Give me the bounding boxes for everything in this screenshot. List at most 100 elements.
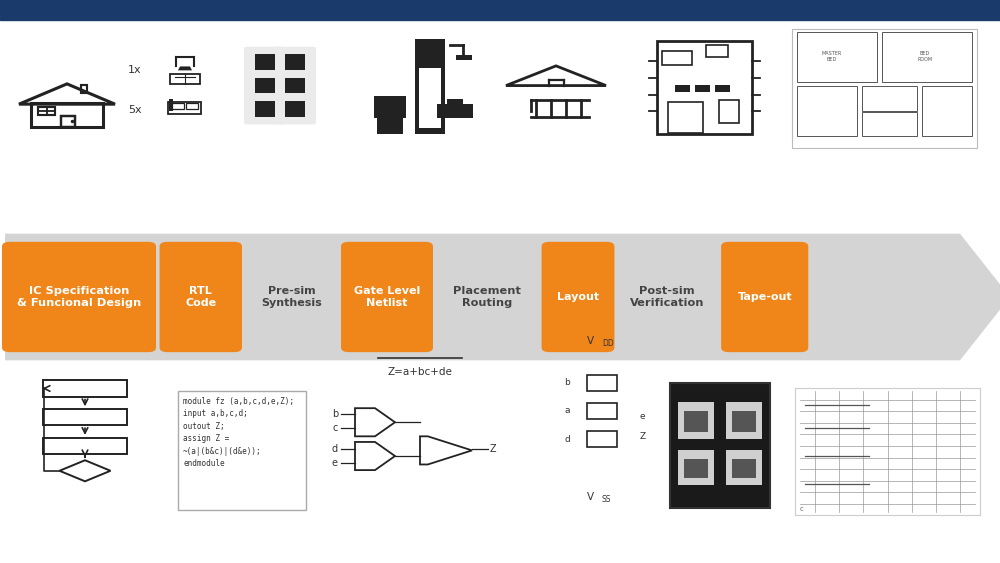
- Text: b: b: [332, 409, 338, 419]
- Text: d: d: [564, 435, 570, 444]
- Bar: [587, 375, 617, 391]
- Bar: [678, 450, 714, 485]
- Bar: [922, 86, 972, 136]
- Bar: [0, 0, 1000, 20]
- Bar: [285, 54, 305, 70]
- Text: Post-sim
Verification: Post-sim Verification: [630, 285, 704, 309]
- Bar: [437, 104, 473, 118]
- Bar: [172, 103, 184, 109]
- Text: Z: Z: [490, 444, 497, 454]
- Bar: [587, 431, 617, 447]
- Text: SS: SS: [602, 495, 612, 504]
- FancyBboxPatch shape: [246, 242, 337, 352]
- Bar: [285, 78, 305, 93]
- Bar: [715, 86, 730, 92]
- Bar: [415, 39, 445, 134]
- Bar: [670, 383, 770, 508]
- Bar: [732, 411, 756, 432]
- FancyBboxPatch shape: [244, 47, 286, 77]
- Bar: [695, 86, 710, 92]
- Bar: [169, 99, 173, 111]
- Bar: [587, 403, 617, 419]
- Bar: [186, 103, 198, 109]
- FancyBboxPatch shape: [274, 94, 316, 124]
- Text: V: V: [586, 491, 594, 502]
- Text: e: e: [332, 458, 338, 468]
- Text: MASTER
BED: MASTER BED: [822, 51, 842, 62]
- Bar: [719, 100, 739, 123]
- Polygon shape: [178, 66, 192, 70]
- Bar: [377, 117, 403, 134]
- Bar: [374, 96, 406, 118]
- Bar: [862, 112, 917, 136]
- Bar: [675, 86, 690, 92]
- FancyBboxPatch shape: [341, 242, 433, 352]
- Text: DD: DD: [602, 339, 614, 348]
- Bar: [657, 41, 752, 134]
- Text: 5x: 5x: [128, 105, 142, 115]
- Bar: [684, 459, 708, 479]
- Text: e: e: [640, 412, 646, 421]
- Text: Placement
Routing: Placement Routing: [453, 285, 521, 309]
- FancyBboxPatch shape: [244, 70, 286, 101]
- FancyBboxPatch shape: [542, 242, 614, 352]
- Text: c: c: [800, 506, 804, 512]
- Bar: [255, 54, 275, 70]
- Bar: [255, 101, 275, 117]
- FancyBboxPatch shape: [2, 242, 156, 352]
- Bar: [726, 450, 762, 485]
- Bar: [732, 459, 756, 479]
- Bar: [797, 32, 877, 82]
- Bar: [662, 51, 692, 65]
- Bar: [38, 107, 55, 115]
- Text: RTL
Code: RTL Code: [185, 285, 216, 309]
- Bar: [178, 391, 306, 510]
- FancyBboxPatch shape: [437, 242, 538, 352]
- Bar: [795, 388, 980, 515]
- FancyBboxPatch shape: [721, 242, 808, 352]
- Text: Layout: Layout: [557, 292, 599, 302]
- Bar: [706, 45, 728, 57]
- Bar: [42, 409, 128, 425]
- Bar: [168, 102, 201, 114]
- FancyBboxPatch shape: [160, 242, 242, 352]
- Bar: [684, 411, 708, 432]
- Text: module fz (a,b,c,d,e,Z);
input a,b,c,d;
outout Z;
assign Z =
~(a|(b&c)|(d&e));
e: module fz (a,b,c,d,e,Z); input a,b,c,d; …: [183, 397, 294, 468]
- Bar: [797, 86, 857, 136]
- Bar: [42, 438, 128, 454]
- Text: a: a: [564, 406, 570, 415]
- Text: Tape-out: Tape-out: [737, 292, 792, 302]
- Bar: [285, 101, 305, 117]
- Bar: [456, 55, 472, 60]
- Bar: [726, 401, 762, 439]
- Bar: [61, 116, 75, 127]
- Bar: [447, 99, 463, 107]
- Text: V: V: [586, 336, 594, 346]
- FancyBboxPatch shape: [616, 242, 718, 352]
- Text: d: d: [332, 444, 338, 454]
- Text: 1x: 1x: [128, 65, 142, 75]
- Bar: [792, 29, 977, 148]
- Text: Gate Level
Netlist: Gate Level Netlist: [354, 285, 420, 309]
- Polygon shape: [5, 234, 1000, 360]
- Bar: [419, 68, 441, 128]
- Text: c: c: [333, 423, 338, 433]
- Bar: [42, 381, 128, 396]
- Bar: [668, 101, 703, 132]
- Text: BED
ROOM: BED ROOM: [917, 51, 933, 62]
- Text: b: b: [564, 378, 570, 387]
- Bar: [81, 84, 87, 93]
- FancyBboxPatch shape: [244, 94, 286, 124]
- Text: Z=a+bc+de: Z=a+bc+de: [388, 367, 452, 377]
- Bar: [31, 103, 103, 127]
- Bar: [678, 401, 714, 439]
- Text: IC Specification
& Funcional Design: IC Specification & Funcional Design: [17, 285, 141, 309]
- FancyBboxPatch shape: [274, 70, 316, 101]
- Bar: [882, 32, 972, 82]
- Text: Pre-sim
Synthesis: Pre-sim Synthesis: [261, 285, 322, 309]
- Text: Z: Z: [640, 432, 646, 441]
- FancyBboxPatch shape: [274, 47, 316, 77]
- Bar: [170, 74, 200, 84]
- Bar: [862, 86, 917, 111]
- Bar: [255, 78, 275, 93]
